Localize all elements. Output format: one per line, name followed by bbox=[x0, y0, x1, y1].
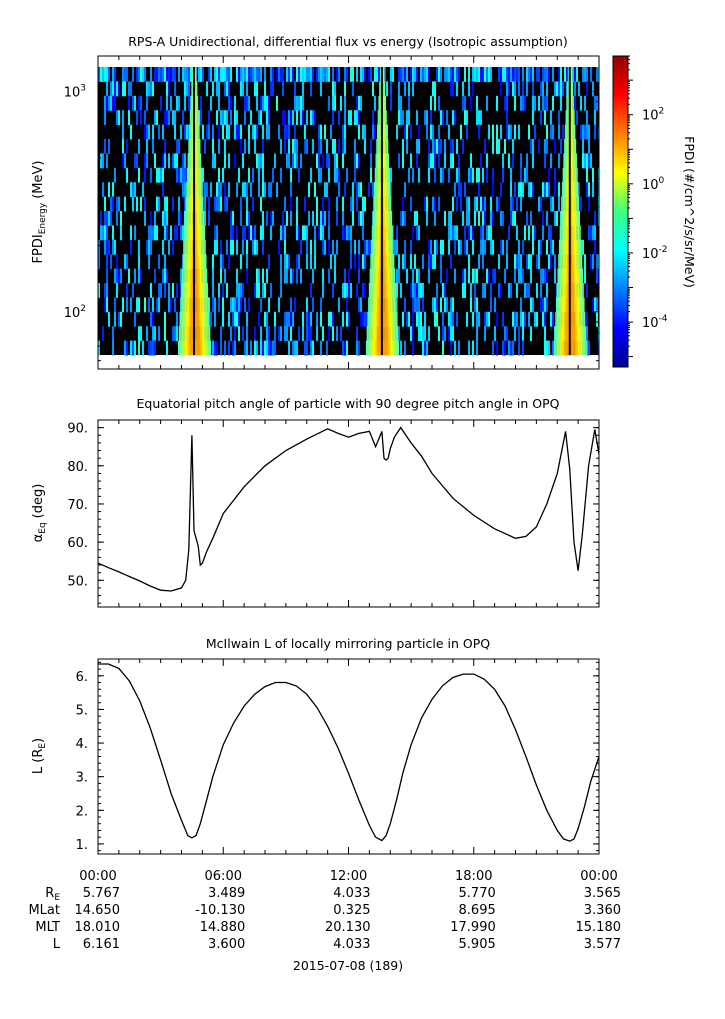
mcilwain-title: McIlwain L of locally mirroring particle… bbox=[206, 636, 490, 651]
mcilwain-series-line bbox=[98, 663, 599, 842]
date-label: 2015-07-08 (189) bbox=[293, 958, 403, 973]
ephemeris-value: 8.695 bbox=[459, 903, 496, 918]
y-tick-label: 60. bbox=[67, 536, 88, 551]
ephemeris-row-label: MLat bbox=[28, 903, 60, 918]
x-tick-label: 00:00 bbox=[79, 869, 116, 884]
ephemeris-value: 14.650 bbox=[75, 903, 121, 918]
pitch-angle-y-label: αEq(deg) bbox=[31, 484, 48, 543]
pitch-angle-frame bbox=[97, 419, 600, 608]
spectrogram-y-label: FPDIEnergy(MeV) bbox=[31, 161, 48, 264]
mcilwain-frame bbox=[97, 658, 600, 855]
colorbar bbox=[612, 55, 629, 368]
svg-text:αEq(deg): αEq(deg) bbox=[31, 484, 48, 543]
ephemeris-value: 17.990 bbox=[450, 920, 496, 935]
ephemeris-value: 4.033 bbox=[333, 886, 370, 901]
colorbar-tick-label: 100 bbox=[642, 176, 665, 193]
ephemeris-table: RE 5.767 3.489 4.033 5.770 3.565 MLat 14.650 -10… bbox=[28, 886, 621, 952]
mcilwain-y-label: L (RE) bbox=[31, 738, 48, 774]
spectrogram-y-tick-label: 103 bbox=[64, 84, 86, 101]
ephemeris-value: 5.770 bbox=[459, 886, 496, 901]
x-tick-label: 18:00 bbox=[455, 869, 492, 884]
pitch-angle-panel: Equatorial pitch angle of particle with … bbox=[31, 396, 600, 608]
mcilwain-x-ticks bbox=[97, 659, 600, 854]
y-tick-label: 1. bbox=[76, 838, 88, 853]
svg-text:FPDI (#/cm^2/s/sr/MeV): FPDI (#/cm^2/s/sr/MeV) bbox=[682, 136, 697, 288]
ephemeris-value: -10.130 bbox=[195, 903, 245, 918]
svg-text:FPDIEnergy(MeV): FPDIEnergy(MeV) bbox=[31, 161, 48, 264]
ephemeris-row-label: RE bbox=[45, 886, 60, 903]
svg-text:L (RE): L (RE) bbox=[31, 738, 48, 774]
x-axis-time-labels: 00:00 06:00 12:00 18:00 00:00 bbox=[79, 869, 617, 884]
ephemeris-value: 5.905 bbox=[459, 937, 496, 952]
x-tick-label: 12:00 bbox=[330, 869, 367, 884]
spectrogram-title: RPS-A Unidirectional, differential flux … bbox=[128, 34, 568, 49]
y-tick-label: 3. bbox=[76, 771, 88, 786]
colorbar-tick-label: 10-2 bbox=[642, 245, 668, 262]
y-tick-label: 6. bbox=[76, 670, 88, 685]
spectrogram-panel: RPS-A Unidirectional, differential flux … bbox=[31, 34, 697, 370]
ephemeris-value: 18.010 bbox=[75, 920, 121, 935]
spectrogram-x-ticks bbox=[97, 56, 600, 369]
colorbar-label: FPDI (#/cm^2/s/sr/MeV) bbox=[682, 136, 697, 288]
pitch-angle-x-ticks bbox=[97, 420, 600, 607]
ephemeris-value: 3.489 bbox=[208, 886, 245, 901]
pitch-angle-title: Equatorial pitch angle of particle with … bbox=[136, 396, 559, 411]
x-tick-label: 06:00 bbox=[205, 869, 242, 884]
colorbar-tick-label: 102 bbox=[642, 107, 664, 124]
y-tick-label: 80. bbox=[67, 460, 88, 475]
ephemeris-value: 3.600 bbox=[208, 937, 245, 952]
ephemeris-value: 3.565 bbox=[584, 886, 621, 901]
ephemeris-value: 6.161 bbox=[83, 937, 120, 952]
spectrogram-y-tick-label: 102 bbox=[64, 304, 86, 321]
ephemeris-value: 20.130 bbox=[325, 920, 371, 935]
ephemeris-value: 14.880 bbox=[200, 920, 246, 935]
y-tick-label: 90. bbox=[67, 422, 88, 437]
spectrogram-y-ticks: 102 103 bbox=[64, 84, 599, 362]
y-tick-label: 4. bbox=[76, 737, 88, 752]
ephemeris-value: 4.033 bbox=[333, 937, 370, 952]
x-tick-label: 00:00 bbox=[580, 869, 617, 884]
pitch-angle-series-line bbox=[98, 426, 599, 592]
ephemeris-value: 3.577 bbox=[584, 937, 621, 952]
ephemeris-row-label: MLT bbox=[35, 920, 60, 935]
ephemeris-row-label: L bbox=[53, 937, 61, 952]
ephemeris-value: 0.325 bbox=[333, 903, 370, 918]
ephemeris-value: 15.180 bbox=[576, 920, 622, 935]
y-tick-label: 2. bbox=[76, 804, 88, 819]
spectrogram-heatmap bbox=[98, 67, 599, 356]
pitch-angle-y-ticks: 50. 60. 70. 80. 90. bbox=[67, 419, 599, 604]
mcilwain-panel: McIlwain L of locally mirroring particle… bbox=[31, 636, 600, 855]
y-tick-label: 50. bbox=[67, 574, 88, 589]
mcilwain-y-ticks: 1. 2. 3. 4. 5. 6. bbox=[76, 661, 599, 853]
y-tick-label: 70. bbox=[67, 498, 88, 513]
colorbar-tick-label: 10-4 bbox=[642, 314, 668, 331]
y-tick-label: 5. bbox=[76, 703, 88, 718]
ephemeris-value: 3.360 bbox=[584, 903, 621, 918]
colorbar-ticks: 102 100 10-2 10-4 bbox=[628, 55, 668, 358]
ephemeris-value: 5.767 bbox=[83, 886, 120, 901]
